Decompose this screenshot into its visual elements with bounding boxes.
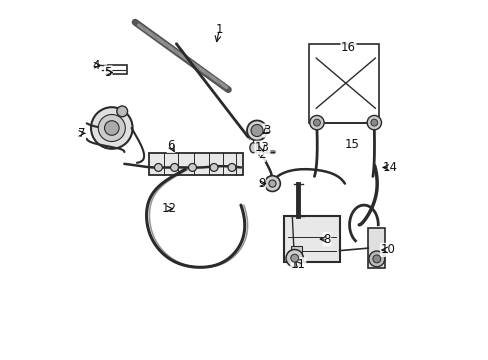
Ellipse shape	[370, 119, 377, 126]
Text: 3: 3	[263, 124, 270, 137]
Text: 5: 5	[104, 66, 112, 79]
Bar	[149, 153, 242, 175]
Ellipse shape	[249, 143, 257, 153]
Bar	[99, 118, 124, 138]
Text: 16: 16	[340, 41, 355, 54]
Ellipse shape	[313, 119, 320, 126]
Text: 2: 2	[258, 148, 265, 161]
Ellipse shape	[264, 176, 280, 192]
Ellipse shape	[309, 116, 324, 130]
Text: 11: 11	[290, 258, 305, 271]
Text: 14: 14	[382, 161, 396, 174]
Text: 8: 8	[323, 233, 330, 246]
Ellipse shape	[170, 163, 178, 171]
Bar	[284, 216, 339, 262]
Ellipse shape	[104, 121, 119, 135]
Text: 13: 13	[254, 141, 269, 154]
Text: 1: 1	[215, 23, 223, 36]
Ellipse shape	[98, 114, 125, 141]
Ellipse shape	[154, 163, 162, 171]
Text: 12: 12	[162, 202, 176, 215]
Text: 15: 15	[344, 138, 359, 150]
Ellipse shape	[366, 116, 381, 130]
Ellipse shape	[227, 163, 235, 171]
Text: 4: 4	[92, 59, 99, 72]
Text: 10: 10	[380, 243, 395, 256]
Ellipse shape	[210, 163, 218, 171]
Ellipse shape	[250, 125, 263, 136]
Ellipse shape	[290, 254, 298, 262]
Ellipse shape	[285, 249, 303, 267]
Ellipse shape	[188, 163, 196, 171]
Text: 6: 6	[167, 139, 174, 152]
Text: 9: 9	[258, 177, 265, 190]
Ellipse shape	[91, 107, 132, 149]
Ellipse shape	[117, 106, 127, 117]
Ellipse shape	[246, 121, 266, 140]
Ellipse shape	[368, 251, 384, 267]
Bar	[367, 228, 385, 268]
Bar	[107, 65, 127, 74]
Bar	[308, 44, 378, 123]
Ellipse shape	[268, 180, 276, 187]
Text: 7: 7	[78, 127, 85, 140]
Bar	[290, 246, 301, 261]
Ellipse shape	[372, 255, 380, 263]
